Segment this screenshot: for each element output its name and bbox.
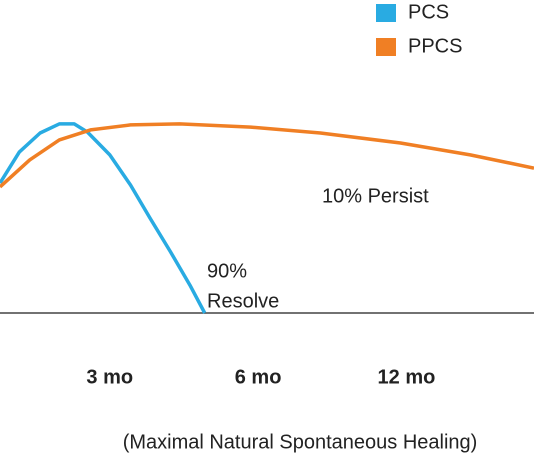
legend-label: PPCS [408,35,462,57]
series-line [0,122,207,314]
legend-swatch [376,38,396,56]
x-tick-label: 12 mo [378,366,436,388]
legend-swatch [376,4,396,22]
x-tick-label: 6 mo [235,366,282,388]
series-line [0,122,534,189]
annotation: 90% [207,260,247,282]
x-tick-label: 3 mo [86,366,133,388]
annotation: 10% Persist [322,185,429,207]
legend-label: PCS [408,1,449,23]
annotation: Resolve [207,290,279,312]
subtitle: (Maximal Natural Spontaneous Healing) [123,431,478,453]
